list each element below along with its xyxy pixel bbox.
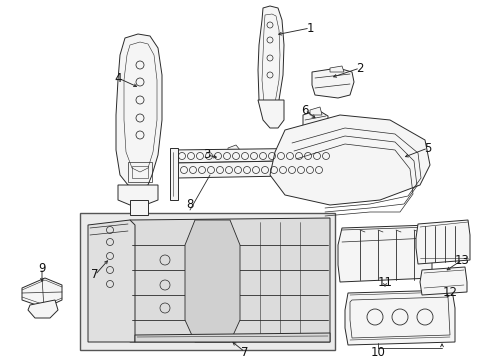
Polygon shape [269, 115, 429, 205]
Text: 12: 12 [442, 287, 457, 300]
Polygon shape [329, 66, 343, 72]
Bar [80, 213, 334, 350]
Polygon shape [415, 220, 469, 264]
Polygon shape [88, 220, 135, 342]
Text: 3: 3 [203, 148, 210, 162]
Polygon shape [309, 107, 321, 115]
Polygon shape [22, 278, 62, 308]
Text: 9: 9 [38, 261, 46, 274]
Polygon shape [170, 148, 178, 200]
Text: 5: 5 [424, 141, 431, 154]
Polygon shape [303, 110, 327, 143]
Polygon shape [118, 185, 158, 205]
Polygon shape [175, 160, 341, 178]
Polygon shape [227, 145, 240, 152]
Polygon shape [130, 200, 148, 215]
Text: 4: 4 [114, 72, 122, 85]
Polygon shape [215, 150, 254, 168]
Polygon shape [130, 218, 329, 342]
Text: 2: 2 [356, 62, 363, 75]
Text: 13: 13 [454, 253, 468, 266]
Text: 11: 11 [377, 275, 392, 288]
Polygon shape [258, 100, 284, 128]
Polygon shape [258, 6, 284, 120]
Polygon shape [135, 333, 329, 342]
Text: 1: 1 [305, 22, 313, 35]
Polygon shape [337, 225, 431, 282]
Text: 7: 7 [241, 346, 248, 359]
Polygon shape [419, 267, 466, 295]
Text: 6: 6 [301, 104, 308, 117]
Polygon shape [116, 34, 162, 188]
Polygon shape [172, 148, 337, 163]
Polygon shape [311, 68, 353, 98]
Polygon shape [345, 290, 454, 345]
Text: 10: 10 [370, 346, 385, 359]
Text: 8: 8 [186, 198, 193, 211]
Polygon shape [184, 220, 240, 342]
Polygon shape [28, 300, 58, 318]
Text: 7: 7 [91, 269, 99, 282]
